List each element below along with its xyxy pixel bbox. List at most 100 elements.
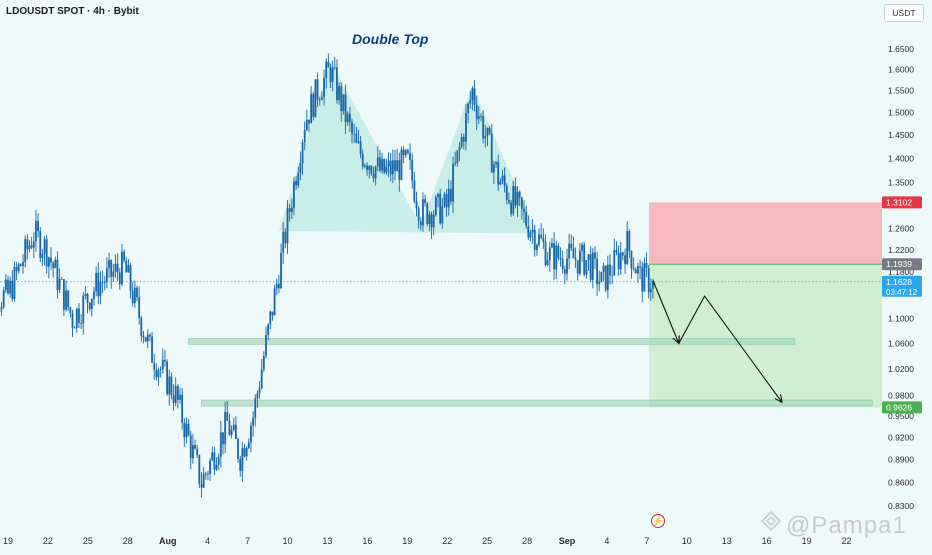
candle-body (237, 439, 239, 459)
x-tick-label: 10 (282, 536, 292, 546)
candle-body (416, 201, 418, 208)
candle-body (61, 279, 63, 280)
y-tick-label: 0.8900 (888, 455, 914, 465)
candle-body (527, 226, 529, 238)
candle-309 (646, 252, 648, 277)
candle-body (347, 114, 349, 122)
candle-303 (633, 258, 635, 272)
candle-300 (626, 221, 628, 264)
candle-20 (24, 235, 26, 267)
candle-263 (547, 252, 549, 266)
candle-30 (46, 235, 48, 273)
y-tick-label: 1.5000 (888, 107, 914, 117)
candle-126 (252, 411, 254, 436)
candle-95 (186, 417, 188, 443)
candle-74 (140, 316, 142, 342)
candle-body (274, 289, 276, 316)
candle-body (532, 230, 534, 232)
candle-99 (194, 440, 196, 450)
candle-body (499, 181, 501, 184)
y-tick-label: 1.6000 (888, 64, 914, 74)
bolt-icon[interactable]: ⚡ (651, 514, 665, 528)
candle-body (575, 258, 577, 260)
candle-78 (149, 333, 151, 341)
candle-270 (562, 250, 564, 273)
candle-body (355, 134, 357, 143)
candle-98 (192, 434, 194, 464)
x-tick-label: 22 (442, 536, 452, 546)
candle-92 (179, 388, 181, 404)
candle-body (123, 252, 125, 261)
candle-body (439, 194, 441, 224)
candle-body (121, 252, 123, 285)
candle-187 (383, 158, 385, 174)
candle-body (295, 181, 297, 185)
candle-body (37, 221, 39, 231)
support-band-2 (202, 400, 873, 406)
candle-103 (203, 467, 205, 488)
candle-264 (549, 242, 551, 272)
candle-102 (201, 472, 203, 497)
candle-body (201, 484, 203, 488)
candle-body (364, 165, 366, 166)
candle-body (407, 150, 409, 153)
candle-112 (222, 432, 224, 454)
candle-body (85, 294, 87, 296)
candle-body (637, 266, 639, 273)
candle-body (209, 460, 211, 474)
candle-110 (218, 453, 220, 470)
candle-283 (590, 246, 592, 282)
candle-258 (536, 243, 538, 256)
candle-13 (9, 277, 11, 298)
candle-113 (224, 402, 226, 453)
candle-122 (244, 444, 246, 457)
candle-76 (145, 337, 147, 342)
candle-body (633, 269, 635, 270)
candle-body (132, 291, 134, 303)
candle-62 (115, 254, 117, 277)
candle-body (592, 253, 594, 280)
candle-body (325, 62, 327, 78)
candle-200 (411, 154, 413, 189)
candle-body (218, 457, 220, 465)
candle-57 (104, 276, 106, 290)
target-price-tag-text: 0.9626 (886, 402, 912, 412)
candle-body (562, 259, 564, 269)
candle-197 (405, 149, 407, 158)
candle-body (573, 248, 575, 258)
candle-40 (67, 290, 69, 311)
candle-15 (14, 261, 16, 301)
y-tick-label: 1.4000 (888, 153, 914, 163)
currency-selector[interactable]: USDT (884, 4, 924, 22)
candle-131 (263, 351, 265, 372)
candle-body (377, 157, 379, 166)
candle-285 (594, 246, 596, 269)
candle-body (289, 208, 291, 212)
current-price-tag-text: 1.1628 (886, 277, 912, 287)
candle-body (216, 465, 218, 470)
candle-73 (138, 286, 140, 324)
candle-body (269, 312, 271, 325)
candle-body (609, 265, 611, 276)
candle-body (639, 266, 641, 267)
candle-body (100, 282, 102, 296)
candle-body (420, 221, 422, 225)
candle-body (564, 269, 566, 273)
candle-body (521, 197, 523, 208)
candle-body (566, 258, 568, 273)
candle-body (534, 230, 536, 250)
candle-body (323, 78, 325, 97)
candle-51 (91, 298, 93, 316)
candle-body (160, 369, 162, 370)
candle-body (125, 261, 127, 273)
candle-24 (33, 232, 35, 258)
candle-71 (134, 281, 136, 308)
x-tick-label: 16 (762, 536, 772, 546)
candle-42 (72, 310, 74, 337)
y-tick-label: 1.5500 (888, 86, 914, 96)
candle-body (128, 265, 130, 272)
candle-body (196, 449, 198, 455)
candle-body (422, 199, 424, 225)
candle-body (166, 362, 168, 394)
